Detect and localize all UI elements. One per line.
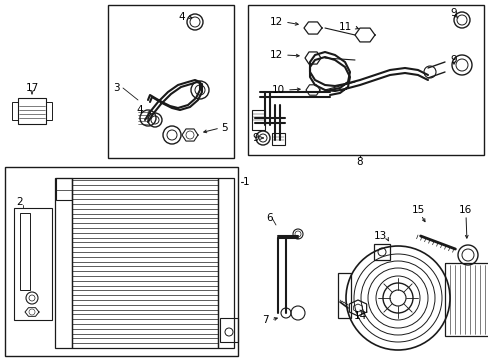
Bar	[20, 213, 30, 290]
Text: 8: 8	[356, 157, 363, 167]
Text: 11: 11	[338, 22, 351, 32]
Text: 13: 13	[373, 231, 386, 241]
Text: 9: 9	[450, 55, 456, 65]
Bar	[55, 178, 72, 348]
Bar	[18, 98, 46, 124]
Bar	[14, 208, 52, 320]
Bar	[5, 167, 238, 356]
Text: 12: 12	[269, 17, 282, 27]
Text: 12: 12	[269, 50, 282, 60]
Text: 9: 9	[450, 8, 456, 18]
Bar	[373, 244, 389, 260]
Bar	[108, 5, 234, 158]
Text: 6: 6	[266, 213, 273, 223]
Bar	[12, 102, 18, 120]
Bar	[247, 5, 483, 155]
Text: 17: 17	[25, 83, 39, 93]
Bar	[220, 318, 238, 342]
Text: 14: 14	[353, 311, 366, 321]
Text: 5: 5	[220, 123, 227, 133]
Bar	[72, 178, 218, 348]
Bar	[251, 110, 264, 130]
Bar	[46, 102, 52, 120]
Text: 4: 4	[137, 105, 143, 115]
Text: 7: 7	[261, 315, 268, 325]
Bar	[218, 178, 234, 348]
Bar	[444, 263, 488, 336]
Bar	[56, 178, 72, 200]
Text: 15: 15	[410, 205, 424, 215]
Text: 1: 1	[243, 177, 249, 187]
Text: 4: 4	[178, 12, 185, 22]
Text: 9: 9	[252, 133, 259, 143]
Bar	[271, 133, 285, 145]
Bar	[337, 273, 350, 318]
Text: 10: 10	[271, 85, 284, 95]
Text: 3: 3	[112, 83, 119, 93]
Text: 2: 2	[17, 197, 23, 207]
Text: 16: 16	[457, 205, 470, 215]
